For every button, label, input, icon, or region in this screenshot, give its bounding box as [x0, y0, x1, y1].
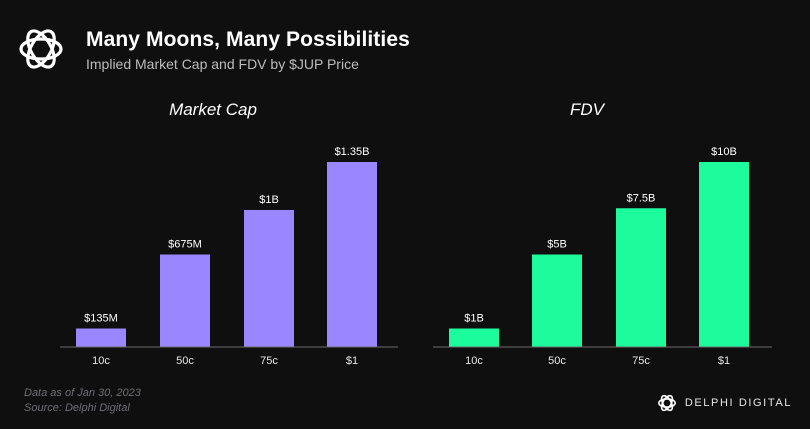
- brand-mark: DELPHI DIGITAL: [656, 392, 792, 414]
- brand-name: DELPHI DIGITAL: [684, 397, 792, 409]
- fdv-bar-2: [616, 208, 666, 347]
- market-cap-x-tick-3: $1: [346, 355, 358, 367]
- market-cap-data-label-3: $1.35B: [335, 146, 370, 158]
- fdv-data-label-3: $10B: [711, 146, 737, 158]
- fdv-data-label-0: $1B: [464, 313, 484, 325]
- fdv-data-label-1: $5B: [547, 239, 567, 251]
- market-cap-x-tick-2: 75c: [260, 355, 278, 367]
- fdv-bar-1: [532, 254, 582, 347]
- fdv-x-tick-3: $1: [718, 355, 730, 367]
- market-cap-bar-0: [76, 328, 126, 347]
- market-cap-bar-1: [160, 254, 210, 347]
- fdv-data-label-2: $7.5B: [627, 192, 656, 204]
- market-cap-data-label-2: $1B: [259, 194, 279, 206]
- page-subtitle: Implied Market Cap and FDV by $JUP Price: [86, 56, 359, 72]
- market-cap-bar-2: [244, 209, 294, 347]
- page-title: Many Moons, Many Possibilities: [86, 28, 410, 51]
- fdv-chart: FDV $1B 10c $5B 50c $7.5B 75c $10B $1: [433, 100, 772, 367]
- data-date-note: Data as of Jan 30, 2023: [24, 387, 141, 399]
- market-cap-bar-3: [327, 162, 377, 347]
- fdv-bar-0: [449, 328, 499, 347]
- market-cap-data-label-1: $675M: [168, 239, 202, 251]
- market-cap-chart: Market Cap $135M 10c $675M 50c $1B 75c $1.35B $…: [60, 100, 398, 367]
- delphi-logo-icon: [19, 29, 63, 69]
- delphi-knot-icon: [657, 394, 676, 412]
- fdv-x-tick-1: 50c: [548, 355, 566, 367]
- data-source-note: Source: Delphi Digital: [24, 402, 130, 414]
- market-cap-x-tick-1: 50c: [176, 355, 194, 367]
- market-cap-data-label-0: $135M: [84, 313, 118, 325]
- market-cap-x-tick-0: 10c: [92, 355, 110, 367]
- market-cap-chart-title: Market Cap: [169, 100, 257, 119]
- fdv-chart-title: FDV: [570, 100, 606, 119]
- fdv-x-tick-2: 75c: [632, 355, 650, 367]
- footer-notes: Data as of Jan 30, 2023 Source: Delphi D…: [24, 386, 141, 416]
- fdv-bar-3: [699, 162, 749, 347]
- fdv-x-tick-0: 10c: [465, 355, 483, 367]
